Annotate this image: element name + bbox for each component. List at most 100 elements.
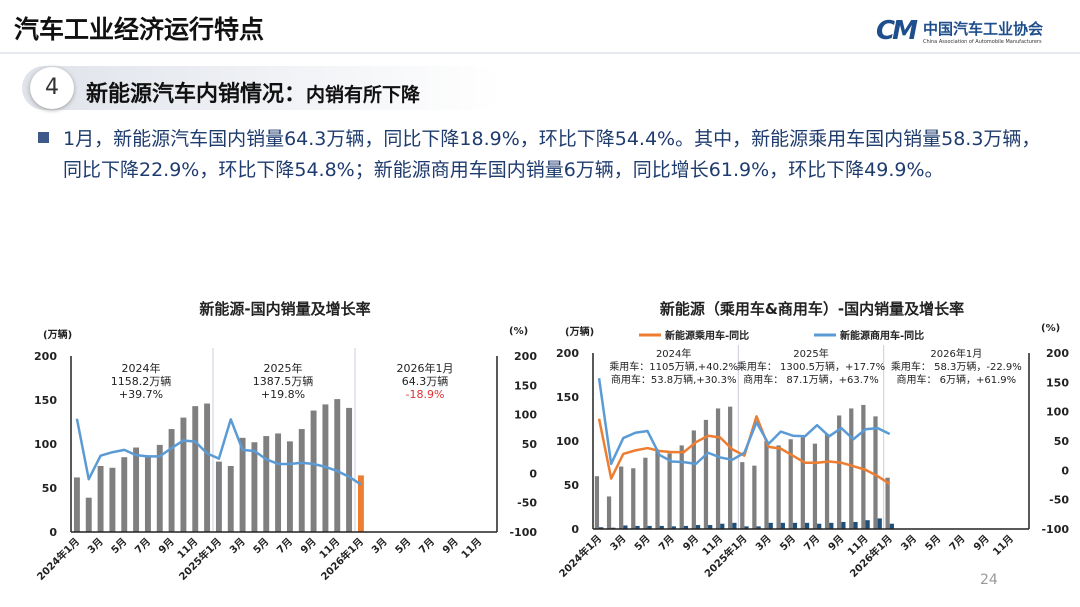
bar-main [606,496,612,529]
bar-main [861,404,866,529]
bar-main [824,433,830,529]
left-axis-unit: (万辆) [43,328,72,341]
x-tick-label: 2024年1月 [34,535,82,583]
left-tick-label: 100 [34,438,57,451]
bar-main [849,408,854,529]
bar-main [334,399,341,532]
cm-logo-icon: CM [876,16,918,46]
x-tick-label: 5月 [923,533,943,553]
bar-main [776,445,781,529]
bar-commercial [841,521,846,529]
legend-label: 新能源商用车-同比 [840,329,924,342]
bar-commercial [659,525,664,529]
bar-main [764,441,769,529]
x-tick-label: 7月 [802,533,822,553]
bar-main [800,437,805,529]
bar-main [679,445,684,529]
yoy-line-1 [75,418,362,486]
left-tick-label: 200 [34,350,57,363]
annotation-text: 2024年 [122,361,161,375]
bar-main [275,433,282,532]
x-tick-label: 3月 [608,533,628,553]
annotation-text: 2026年1月 [930,347,982,360]
x-tick-label: 11月 [991,533,1016,558]
bar-main [85,497,92,532]
right-tick-label: 200 [514,350,537,363]
left-tick-label: 0 [49,526,57,539]
x-tick-label: 11月 [459,536,484,561]
right-tick-label: -50 [517,497,537,510]
x-tick-label: 5月 [393,536,413,556]
left-tick-label: 150 [556,391,579,404]
bar-main [655,449,660,529]
section-heading-main: 新能源汽车内销情况： [86,82,307,107]
bar-commercial [853,521,858,529]
bar-main [715,408,721,529]
right-tick-label: 0 [1061,464,1069,477]
section-banner [22,66,502,110]
bar-main [703,419,709,529]
annotation-text: 64.3万辆 [402,374,449,388]
x-tick-label: 7月 [417,536,437,556]
x-tick-label: 5月 [251,536,271,556]
x-tick-label: 3月 [227,536,247,556]
annotation-text: 2026年1月 [397,361,454,375]
annotation-text: 1158.2万辆 [111,374,172,388]
x-tick-label: 9月 [156,536,176,556]
bar-main [109,467,116,532]
bar-commercial [889,523,894,529]
left-tick-label: 150 [34,394,57,407]
bar-commercial [865,520,870,529]
x-tick-label: 7月 [656,533,676,553]
caam-logo: CM 中国汽车工业协会 China Association of Automob… [876,16,1043,46]
annotation-text: 商用车： 87.1万辆，+63.7% [743,373,879,386]
right-tick-label: 200 [1046,347,1069,360]
x-tick-label: 9月 [826,533,846,553]
bar-main [346,407,353,532]
bar-main [215,461,222,532]
bar-commercial [623,525,628,529]
bar-main [691,430,696,529]
annotation-text: 商用车：53.8万辆,+30.3% [611,373,737,386]
bar-main [144,455,151,532]
bar-commercial [635,525,640,529]
annotation-text: 乘用车：1105万辆,+40.2% [609,360,738,373]
bar-main [837,415,842,529]
right-tick-label: -100 [1041,523,1069,536]
right-tick-label: -50 [1049,494,1069,507]
bar-main [357,475,364,532]
annotation-text: 乘用车： 58.3万辆，-22.9% [891,360,1022,373]
right-tick-label: 0 [529,467,537,480]
annotation-text: 2025年 [264,361,303,375]
summary-bullet: 1月，新能源汽车国内销量64.3万辆，同比下降18.9%，环比下降54.4%。其… [38,124,1048,186]
bar-main [619,466,624,529]
bar-commercial [744,526,749,529]
bar-commercial [756,526,761,529]
yoy-line-2 [597,378,891,466]
x-tick-label: 3月 [899,533,919,553]
bar-commercial [817,523,822,529]
left-tick-label: 100 [556,435,579,448]
x-tick-label: 3月 [369,536,389,556]
bar-main [168,429,175,532]
bar-commercial [792,522,798,529]
x-tick-label: 3月 [85,536,105,556]
slide-header-title: 汽车工业经济运行特点 [14,15,265,44]
x-tick-label: 7月 [133,536,153,556]
annotation-text: 商用车： 6万辆，+61.9% [896,373,1016,386]
page-number: 24 [980,572,998,588]
x-tick-label: 9月 [298,536,318,556]
annotation-text: 乘用车： 1300.5万辆，+17.7% [737,360,885,373]
bar-main [263,436,270,532]
bar-main [227,466,234,532]
section-number: 4 [30,67,74,109]
bar-commercial [683,525,689,529]
bar-main [156,444,163,532]
bar-main [752,465,757,529]
right-axis-unit: (%) [509,326,528,337]
bar-main [133,447,140,532]
bar-commercial [695,525,701,529]
bar-main [204,403,211,532]
bar-commercial [708,525,713,529]
header-divider [0,52,1080,54]
